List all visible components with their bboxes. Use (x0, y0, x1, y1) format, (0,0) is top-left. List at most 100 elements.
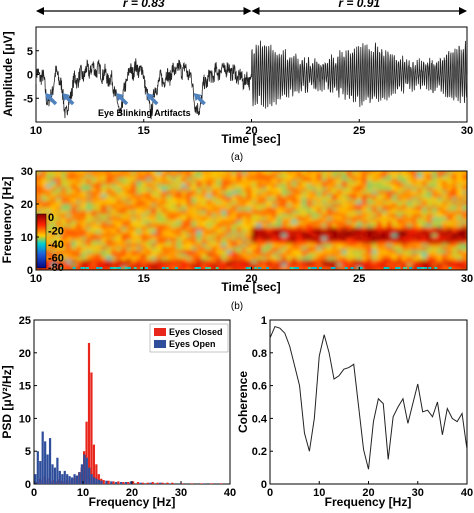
colorbar-tick-label: -80 (48, 262, 64, 274)
panel-c-y-tick-label: 0 (25, 479, 31, 491)
panel-d-x-tick-label: 10 (313, 487, 325, 499)
bar-eyes-closed (181, 483, 184, 484)
bar-eyes-open (85, 457, 88, 484)
panel-c-xlabel: Frequency [Hz] (89, 495, 176, 509)
panel-c-y-tick-label: 5 (25, 446, 31, 458)
legend-label: Eyes Open (169, 339, 216, 349)
spectrogram-heatmap (36, 171, 467, 270)
bar-eyes-open (139, 482, 142, 484)
bar-eyes-open (44, 441, 47, 484)
legend-label: Eyes Closed (169, 327, 223, 337)
bar-eyes-open (97, 480, 101, 484)
panel-a-x-tick-label: 15 (138, 125, 150, 137)
bar-eyes-closed (210, 483, 213, 484)
panel-d-coherence: 0 10 20 30 40 0 0.2 0.4 0.6 0.8 1 Frequency [Hz] C… (236, 315, 473, 509)
bar-eyes-closed (151, 482, 154, 484)
panel-c-psd: 0 10 20 30 40 0 5 10 15 20 25 Eyes Closed Eyes Open… (0, 315, 236, 509)
bar-eyes-closed (200, 483, 203, 484)
bar-eyes-open (90, 474, 93, 484)
panel-b-x-tick-label: 20 (245, 273, 257, 285)
panel-b-y-tick-label: 20 (21, 199, 33, 211)
bar-eyes-closed (117, 481, 120, 484)
colorbar-tick-label: -20 (48, 226, 64, 238)
panel-b-x-tick-label: 10 (30, 273, 42, 285)
panel-d-x-tick-label: 30 (412, 487, 424, 499)
bar-eyes-open (129, 481, 132, 484)
bar-eyes-open (159, 482, 162, 484)
panel-a-x-tick-label: 25 (353, 125, 365, 137)
bar-eyes-open (48, 438, 52, 484)
blink-annotation: Eye Blinking Artifacts (98, 108, 191, 118)
bar-eyes-open (149, 482, 152, 484)
bar-eyes-closed (127, 482, 130, 484)
bar-eyes-open (34, 474, 37, 484)
panel-c-x-tick-label: 40 (224, 487, 236, 499)
bar-eyes-closed (190, 483, 194, 484)
colorbar-tick-label: -60 (48, 253, 64, 265)
bar-eyes-open (120, 482, 123, 484)
bar-eyes-closed (132, 481, 135, 484)
bar-eyes-open (36, 451, 39, 484)
bar-eyes-open (110, 481, 113, 484)
bar-eyes-closed (141, 482, 145, 484)
segment-label: r = 0.83 (123, 0, 165, 10)
panel-c-x-tick-label: 20 (126, 487, 138, 499)
panel-d-y-tick-label: 0.8 (252, 348, 267, 360)
panel-a-eeg-signal: r = 0.83 r = 0.91 Eye Blinking Artifacts … (1, 0, 473, 163)
bar-eyes-open (88, 467, 91, 484)
legend-swatch (154, 328, 166, 336)
panel-d-xlabel: Frequency [Hz] (325, 495, 412, 509)
panel-b-x-tick-label: 25 (353, 273, 365, 285)
bar-eyes-open (41, 431, 44, 484)
panel-d-x-tick-label: 0 (267, 487, 273, 499)
panel-c-y-tick-label: 15 (19, 381, 31, 393)
eeg-signal-line (35, 40, 468, 120)
bar-eyes-open (68, 476, 71, 484)
panel-a-caption: (a) (231, 152, 243, 163)
colorbar-tick-label: -40 (48, 239, 64, 251)
bar-eyes-closed (146, 482, 149, 484)
bar-eyes-open (56, 457, 59, 484)
bar-eyes-open (83, 454, 86, 484)
bar-eyes-open (61, 474, 64, 484)
bar-eyes-closed (161, 482, 164, 484)
panel-a-x-tick-label: 10 (30, 125, 42, 137)
bar-eyes-open (46, 454, 49, 484)
bar-eyes-open (105, 480, 108, 484)
panel-d-x-tick-label: 40 (461, 487, 473, 499)
bar-eyes-open (53, 467, 57, 484)
bar-eyes-open (75, 475, 79, 484)
panel-a-y-tick-label: 5 (27, 46, 33, 58)
panel-d-ylabel: Coherence (236, 371, 250, 433)
bar-eyes-open (93, 477, 96, 484)
panel-d-y-tick-label: 1 (261, 315, 267, 327)
panel-b-xlabel: Time [sec] (221, 280, 280, 294)
bar-eyes-closed (90, 372, 93, 484)
panel-d-y-tick-label: 0 (261, 479, 267, 491)
coherence-line (269, 325, 468, 470)
panel-c-y-tick-label: 25 (19, 315, 31, 327)
panel-d-y-tick-label: 0.4 (252, 413, 268, 425)
bar-eyes-closed (220, 483, 223, 484)
panel-b-caption: (b) (231, 301, 243, 312)
bar-eyes-closed (87, 342, 91, 484)
panel-b-x-tick-label: 30 (461, 273, 473, 285)
panel-c-y-tick-label: 20 (19, 348, 31, 360)
bar-eyes-open (168, 483, 172, 484)
bar-eyes-closed (156, 482, 159, 484)
bar-eyes-closed (112, 481, 115, 484)
bar-eyes-closed (166, 482, 169, 484)
bar-eyes-closed (107, 480, 110, 484)
panel-c-ylabel: PSD [μV²/Hz] (0, 365, 14, 438)
colorbar (36, 213, 47, 269)
bar-eyes-closed (97, 474, 100, 484)
bar-eyes-closed (85, 421, 88, 484)
bar-eyes-open (178, 483, 181, 484)
bar-eyes-open (80, 464, 84, 484)
bar-eyes-open (71, 477, 74, 484)
panel-b-x-tick-label: 15 (138, 273, 150, 285)
bar-eyes-open (66, 474, 69, 484)
panel-d-x-tick-label: 20 (362, 487, 374, 499)
